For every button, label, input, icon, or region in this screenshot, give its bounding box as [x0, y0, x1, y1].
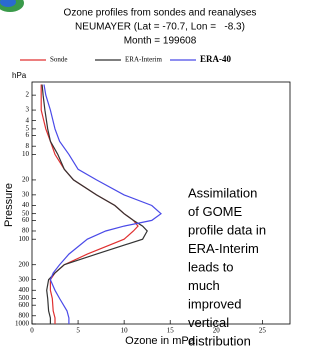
annotation-line: much: [188, 278, 220, 293]
annotation-line: vertical: [188, 315, 229, 330]
y-tick-label: 100: [19, 235, 30, 243]
x-tick-label: 5: [76, 327, 80, 335]
profile-line: [44, 85, 161, 325]
chart-subtitle: NEUMAYER (Lat = -70.7, Lon = -8.3): [75, 22, 245, 33]
x-tick-label: 10: [121, 327, 129, 335]
y-tick-label: 60: [22, 216, 30, 224]
y-tick-label: 1000: [15, 320, 30, 328]
y-tick-label: 20: [22, 176, 30, 184]
legend-label: Sonde: [50, 56, 68, 64]
annotation-line: ERA-Interim: [188, 241, 259, 256]
profile-line: [42, 85, 147, 325]
annotation-line: improved: [188, 296, 241, 311]
x-tick-label: 25: [259, 327, 267, 335]
y-tick-label: 10: [22, 150, 30, 158]
y-tick-label: 800: [19, 311, 30, 319]
plot-frame: [32, 82, 290, 324]
y-axis-label: Pressure: [3, 183, 15, 227]
chart-title: Ozone profiles from sondes and reanalyse…: [64, 8, 257, 19]
x-tick-label: 0: [30, 327, 34, 335]
legend-label: ERA-Interim: [125, 56, 162, 64]
y-tick-label: 8: [26, 142, 30, 150]
y-tick-label: 400: [19, 286, 30, 294]
month-label: Month = 199608: [124, 36, 197, 47]
y-tick-label: 40: [22, 201, 30, 209]
y-tick-label: 2: [26, 91, 30, 99]
x-tick-label: 15: [167, 327, 175, 335]
y-tick-label: 4: [26, 116, 30, 124]
legend-label: ERA-40: [200, 54, 231, 64]
y-unit: hPa: [12, 71, 27, 80]
profile-line: [41, 85, 138, 325]
annotation-line: distribution: [188, 333, 251, 347]
y-tick-label: 3: [26, 106, 30, 114]
y-tick-label: 30: [22, 190, 30, 198]
annotation-line: profile data in: [188, 222, 266, 237]
annotation-line: leads to: [188, 259, 234, 274]
logo: [0, 0, 24, 12]
y-tick-label: 300: [19, 275, 30, 283]
y-tick-label: 80: [22, 227, 30, 235]
chart: Ozone profiles from sondes and reanalyse…: [0, 0, 295, 347]
y-tick-label: 6: [26, 131, 30, 139]
y-tick-label: 600: [19, 301, 30, 309]
annotation-line: Assimilation: [188, 185, 257, 200]
x-axis-label: Ozone in mPa: [125, 335, 196, 347]
annotation-line: of GOME: [188, 204, 243, 219]
y-tick-label: 200: [19, 260, 30, 268]
